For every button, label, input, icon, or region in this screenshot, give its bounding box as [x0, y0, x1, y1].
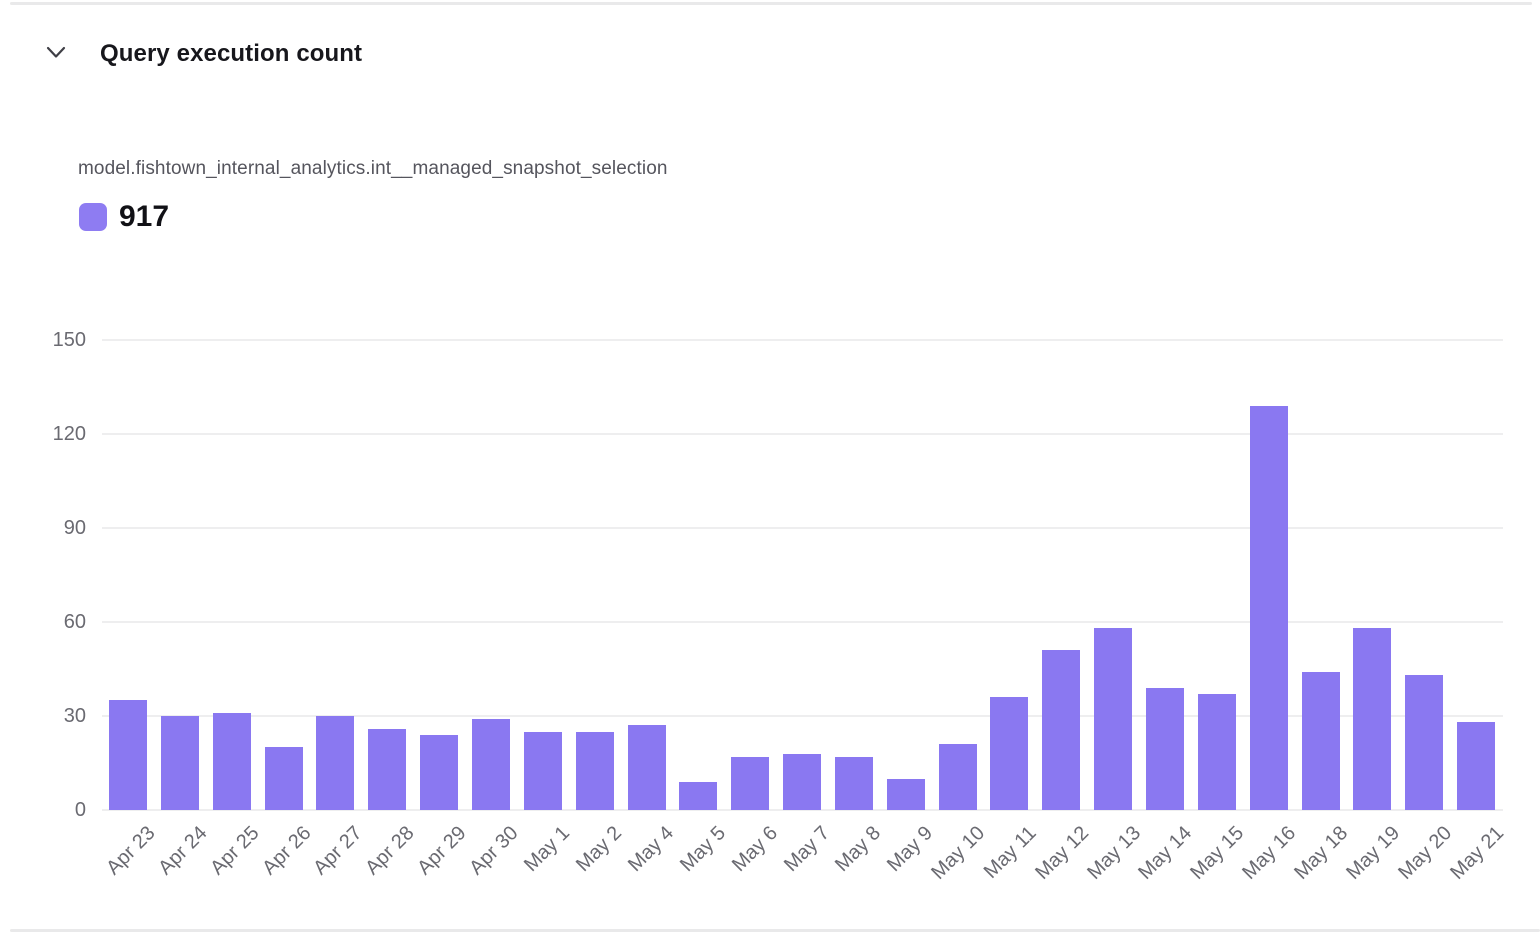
gridline	[102, 527, 1503, 529]
legend: 917	[79, 200, 169, 234]
gridline	[102, 433, 1503, 435]
series-model-name: model.fishtown_internal_analytics.int__m…	[78, 158, 668, 179]
bar[interactable]	[523, 731, 562, 810]
gridline	[102, 339, 1503, 341]
x-axis-label: Apr 26	[257, 822, 316, 880]
series-total-value: 917	[119, 200, 170, 233]
bar[interactable]	[1146, 687, 1184, 810]
bar[interactable]	[627, 725, 666, 810]
bar[interactable]	[575, 731, 614, 810]
bar[interactable]	[471, 719, 510, 810]
x-axis-label: Apr 23	[102, 822, 160, 880]
collapse-toggle-button[interactable]	[44, 42, 68, 66]
legend-swatch	[79, 203, 107, 231]
x-axis-label: May 19	[1342, 822, 1404, 884]
y-axis-label: 120	[52, 423, 86, 445]
bar[interactable]	[212, 712, 251, 810]
bar[interactable]	[1457, 722, 1496, 810]
y-axis-label: 0	[74, 799, 86, 821]
x-axis-label: May 8	[831, 822, 886, 877]
x-axis-label: May 12	[1030, 822, 1093, 884]
bar[interactable]	[990, 697, 1029, 810]
bottom-divider	[10, 929, 1540, 932]
y-axis-label: 60	[63, 611, 86, 633]
bar[interactable]	[1301, 672, 1340, 810]
y-axis-label: 90	[63, 517, 86, 539]
x-axis-label: Apr 24	[154, 822, 212, 880]
x-axis-label: May 11	[980, 822, 1042, 883]
x-axis-label: May 1	[520, 822, 575, 877]
chevron-down-icon	[46, 46, 66, 62]
bar[interactable]	[679, 781, 718, 810]
bar[interactable]	[109, 700, 147, 810]
bar[interactable]	[834, 756, 873, 810]
bar[interactable]	[160, 716, 199, 810]
bar[interactable]	[1405, 675, 1444, 810]
x-axis-label: Apr 25	[206, 822, 264, 880]
top-divider	[10, 2, 1532, 5]
bar[interactable]	[316, 716, 355, 810]
x-axis-label: May 16	[1238, 822, 1301, 884]
x-axis-label: May 15	[1186, 822, 1249, 884]
bar[interactable]	[1353, 628, 1392, 810]
x-axis-label: Apr 30	[465, 822, 523, 880]
panel-header: Query execution count	[44, 40, 362, 68]
bar[interactable]	[1042, 650, 1081, 810]
bar[interactable]	[938, 744, 977, 810]
x-axis-label: May 14	[1134, 822, 1197, 884]
x-axis-label: May 7	[779, 822, 834, 877]
bar[interactable]	[731, 756, 770, 810]
x-axis-label: Apr 28	[361, 822, 419, 880]
x-axis-label: May 18	[1290, 822, 1353, 884]
x-axis-label: May 10	[927, 822, 990, 884]
x-axis-label: Apr 29	[413, 822, 471, 880]
bar[interactable]	[368, 728, 407, 810]
x-axis-label: May 4	[623, 822, 679, 877]
x-axis-label: May 20	[1393, 822, 1456, 884]
bar[interactable]	[1094, 628, 1133, 810]
bar[interactable]	[1249, 405, 1288, 810]
bar[interactable]	[1197, 694, 1236, 810]
bar[interactable]	[420, 734, 459, 810]
gridline	[102, 621, 1503, 623]
x-axis-label: May 2	[572, 822, 627, 877]
x-axis-label: May 21	[1445, 822, 1508, 884]
bar[interactable]	[886, 778, 925, 810]
y-axis-label: 150	[52, 329, 86, 351]
y-axis-label: 30	[63, 705, 86, 727]
x-axis-label: May 13	[1082, 822, 1145, 884]
bar[interactable]	[264, 747, 303, 810]
panel-title: Query execution count	[100, 40, 363, 67]
x-axis-label: May 6	[727, 822, 782, 877]
bar[interactable]	[783, 753, 822, 810]
x-axis-label: May 5	[675, 822, 730, 877]
gridline	[102, 809, 1503, 811]
gridline	[102, 715, 1503, 717]
x-axis-label: Apr 27	[309, 822, 367, 880]
